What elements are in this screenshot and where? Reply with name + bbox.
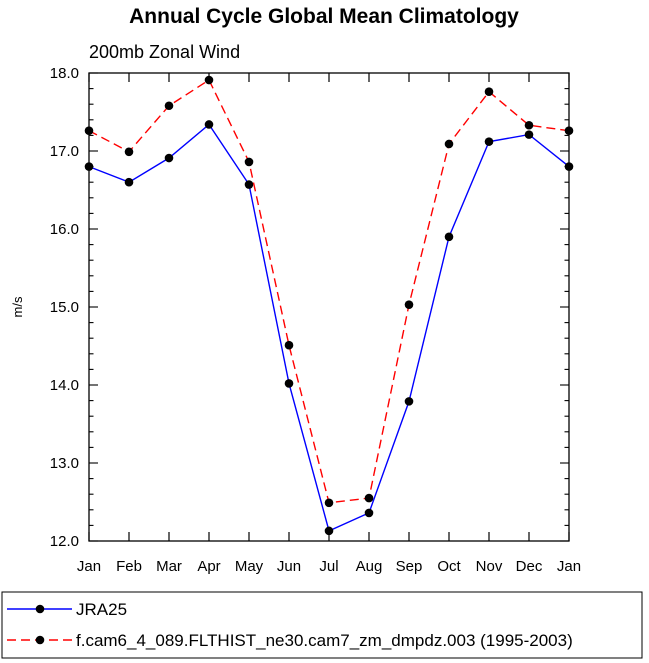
- legend-marker-1: [35, 604, 45, 614]
- data-point-series-2: [324, 498, 334, 508]
- chart-title: Annual Cycle Global Mean Climatology: [129, 5, 519, 28]
- data-point-series-2: [364, 493, 374, 503]
- chart-subtitle: 200mb Zonal Wind: [89, 42, 240, 62]
- y-tick-label: 15.0: [50, 299, 79, 316]
- data-point-series-1: [164, 153, 174, 163]
- series-line-1: [88, 123, 570, 532]
- x-tick-label: Jan: [77, 558, 101, 575]
- y-tick-label: 16.0: [50, 221, 79, 238]
- y-tick-label: 18.0: [50, 65, 79, 82]
- y-tick-label: 14.0: [50, 377, 79, 394]
- x-axis-tick-labels: Jan Feb Mar Apr May Jun Jul Aug Sep Oct Nov Dec Jan: [77, 558, 581, 575]
- y-tick-label: 17.0: [50, 143, 79, 160]
- data-point-series-2: [124, 147, 134, 157]
- data-point-series-2: [524, 120, 534, 130]
- x-tick-label: Jun: [277, 558, 301, 575]
- x-tick-label: Jul: [319, 558, 338, 575]
- legend-marker-2: [35, 635, 45, 645]
- y-tick-label: 12.0: [50, 533, 79, 550]
- x-tick-label: Mar: [156, 558, 182, 575]
- y-axis-tick-labels: 12.0 13.0 14.0 15.0 16.0 17.0 18.0: [50, 65, 79, 550]
- x-tick-label: Apr: [197, 558, 220, 575]
- data-point-series-1: [244, 180, 254, 189]
- x-tick-label: Nov: [476, 558, 503, 575]
- data-point-series-1: [564, 162, 574, 171]
- data-point-series-2: [444, 139, 454, 149]
- data-point-series-2: [204, 75, 214, 85]
- data-point-series-2: [484, 87, 494, 97]
- legend-box: [1, 591, 643, 659]
- data-point-series-2: [84, 126, 94, 136]
- y-tick-label: 13.0: [50, 455, 79, 472]
- y-axis-label: m/s: [10, 296, 25, 317]
- x-tick-label: Oct: [437, 558, 461, 575]
- legend-label-2: f.cam6_4_089.FLTHIST_ne30.cam7_zm_dmpdz.…: [76, 631, 573, 650]
- x-tick-label: Sep: [396, 558, 423, 575]
- x-axis-ticks: [88, 73, 570, 541]
- x-tick-label: Dec: [516, 558, 543, 575]
- data-point-series-1: [204, 120, 214, 129]
- x-tick-label: Feb: [116, 558, 142, 575]
- plot-frame: [88, 72, 570, 542]
- data-point-series-2: [244, 157, 254, 167]
- x-tick-label: Aug: [356, 558, 383, 575]
- data-point-series-1: [124, 177, 134, 187]
- data-point-series-1: [484, 137, 494, 146]
- series-line-2: [88, 79, 570, 504]
- data-point-series-1: [444, 232, 454, 242]
- x-tick-label: May: [235, 558, 264, 575]
- data-point-series-2: [564, 126, 574, 136]
- series-layer: [84, 75, 574, 536]
- data-point-series-2: [284, 340, 294, 350]
- y-axis-ticks: [89, 72, 569, 542]
- data-point-series-2: [404, 300, 414, 309]
- legend: JRA25 f.cam6_4_089.FLTHIST_ne30.cam7_zm_d…: [7, 600, 573, 650]
- data-point-series-2: [164, 101, 174, 111]
- x-tick-label: Jan: [557, 558, 581, 575]
- data-point-series-1: [524, 130, 534, 139]
- data-point-series-1: [404, 397, 414, 406]
- data-point-series-1: [84, 162, 94, 171]
- data-point-series-1: [364, 508, 374, 518]
- data-point-series-1: [324, 526, 334, 536]
- legend-label-1: JRA25: [76, 600, 127, 619]
- data-point-series-1: [284, 379, 294, 388]
